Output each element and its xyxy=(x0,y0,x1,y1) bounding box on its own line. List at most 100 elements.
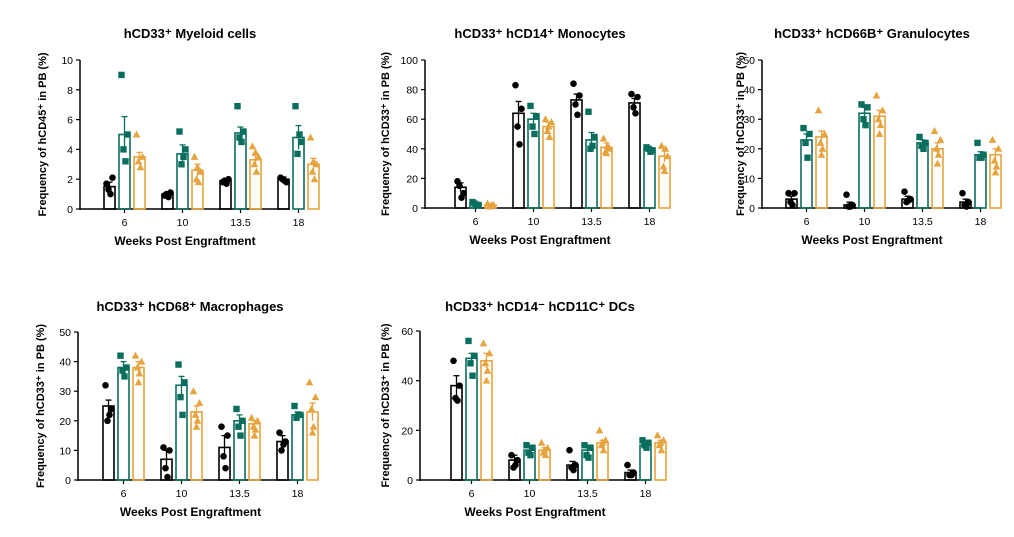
data-point xyxy=(308,167,317,175)
y-axis-label: Frequency of hCD33⁺ in PB (%) xyxy=(380,323,392,487)
data-point xyxy=(179,411,186,419)
data-point xyxy=(240,128,247,135)
y-tick-label: 40 xyxy=(401,376,413,388)
x-tick-label: 6 xyxy=(122,217,128,229)
data-point xyxy=(250,160,259,168)
data-point xyxy=(450,357,457,365)
data-point xyxy=(516,141,523,148)
x-tick-label: 18 xyxy=(292,488,304,500)
data-point xyxy=(107,190,114,198)
data-point xyxy=(990,156,999,164)
x-axis-label: Weeks Post Engraftment xyxy=(801,233,942,247)
data-point xyxy=(978,154,985,161)
data-point xyxy=(599,134,608,142)
data-point xyxy=(589,142,596,150)
x-tick-label: 10 xyxy=(176,488,188,500)
data-point xyxy=(876,121,885,129)
y-tick-label: 0 xyxy=(412,203,418,215)
data-point xyxy=(603,141,612,149)
data-point xyxy=(458,194,465,201)
data-point xyxy=(905,197,912,204)
data-point xyxy=(661,144,670,152)
y-tick-label: 8 xyxy=(67,85,73,97)
data-point xyxy=(574,111,581,119)
y-tick-label: 0 xyxy=(67,204,73,216)
data-point xyxy=(653,431,662,439)
x-tick-label: 10 xyxy=(177,217,189,229)
data-point xyxy=(508,451,515,459)
x-axis-label: Weeks Post Engraftment xyxy=(120,505,261,519)
data-point xyxy=(585,108,592,115)
data-point xyxy=(471,352,478,360)
data-point xyxy=(176,128,183,135)
bar xyxy=(916,142,929,209)
y-tick-label: 60 xyxy=(406,114,418,126)
y-tick-label: 20 xyxy=(406,173,418,185)
data-point xyxy=(643,444,650,451)
data-point xyxy=(291,402,298,410)
data-point xyxy=(543,127,552,135)
data-point xyxy=(860,116,867,123)
x-tick-label: 13.5 xyxy=(230,217,251,229)
data-point xyxy=(235,423,242,430)
data-point xyxy=(934,150,943,158)
y-tick-label: 6 xyxy=(67,115,73,127)
chart-title: hCD33⁺ Myeloid cells xyxy=(124,26,257,41)
data-point xyxy=(253,416,262,424)
data-point xyxy=(134,157,143,165)
data-point xyxy=(109,174,116,182)
y-tick-label: 0 xyxy=(65,475,71,487)
x-tick-label: 6 xyxy=(121,488,127,500)
data-point xyxy=(308,428,317,436)
data-point xyxy=(645,439,652,446)
data-point xyxy=(103,180,110,187)
data-point xyxy=(874,115,883,123)
data-point xyxy=(218,423,225,431)
data-point xyxy=(660,167,669,174)
data-point xyxy=(963,203,970,210)
data-point xyxy=(479,339,488,347)
data-point xyxy=(485,349,494,357)
data-point xyxy=(123,364,130,371)
data-point xyxy=(533,113,540,120)
data-point xyxy=(988,135,997,143)
data-point xyxy=(804,154,811,161)
data-point xyxy=(920,145,927,152)
data-point xyxy=(922,139,929,147)
data-point xyxy=(250,431,259,439)
data-point xyxy=(307,404,316,412)
data-point xyxy=(119,367,126,374)
x-tick-label: 10 xyxy=(528,216,540,228)
data-point xyxy=(251,148,260,156)
chart-title: hCD33⁺ hCD14⁻ hCD11C⁺ DCs xyxy=(445,299,635,314)
data-point xyxy=(634,93,641,101)
data-point xyxy=(566,446,573,454)
y-tick-label: 100 xyxy=(400,55,418,67)
data-point xyxy=(164,473,171,481)
data-point xyxy=(587,444,594,451)
data-point xyxy=(294,150,301,158)
data-point xyxy=(133,363,142,371)
data-point xyxy=(933,159,942,167)
data-point xyxy=(527,451,534,459)
data-point xyxy=(585,454,592,461)
data-point xyxy=(872,91,881,99)
data-point xyxy=(233,405,240,413)
data-point xyxy=(278,447,285,454)
data-point xyxy=(239,417,246,424)
data-point xyxy=(639,437,646,444)
data-point xyxy=(529,123,536,130)
data-point xyxy=(974,139,981,147)
data-point xyxy=(281,177,288,184)
data-point xyxy=(178,161,185,168)
y-tick-label: 40 xyxy=(59,357,71,369)
x-tick-label: 10 xyxy=(524,488,536,500)
data-point xyxy=(659,162,668,170)
data-point xyxy=(252,167,261,175)
y-tick-label: 4 xyxy=(67,144,73,156)
data-point xyxy=(576,92,583,99)
data-point xyxy=(512,81,519,89)
data-point xyxy=(175,361,182,368)
chart-panel-4: hCD33⁺ hCD68⁺ Macrophages Frequency of hC… xyxy=(35,299,320,519)
data-point xyxy=(118,71,125,79)
